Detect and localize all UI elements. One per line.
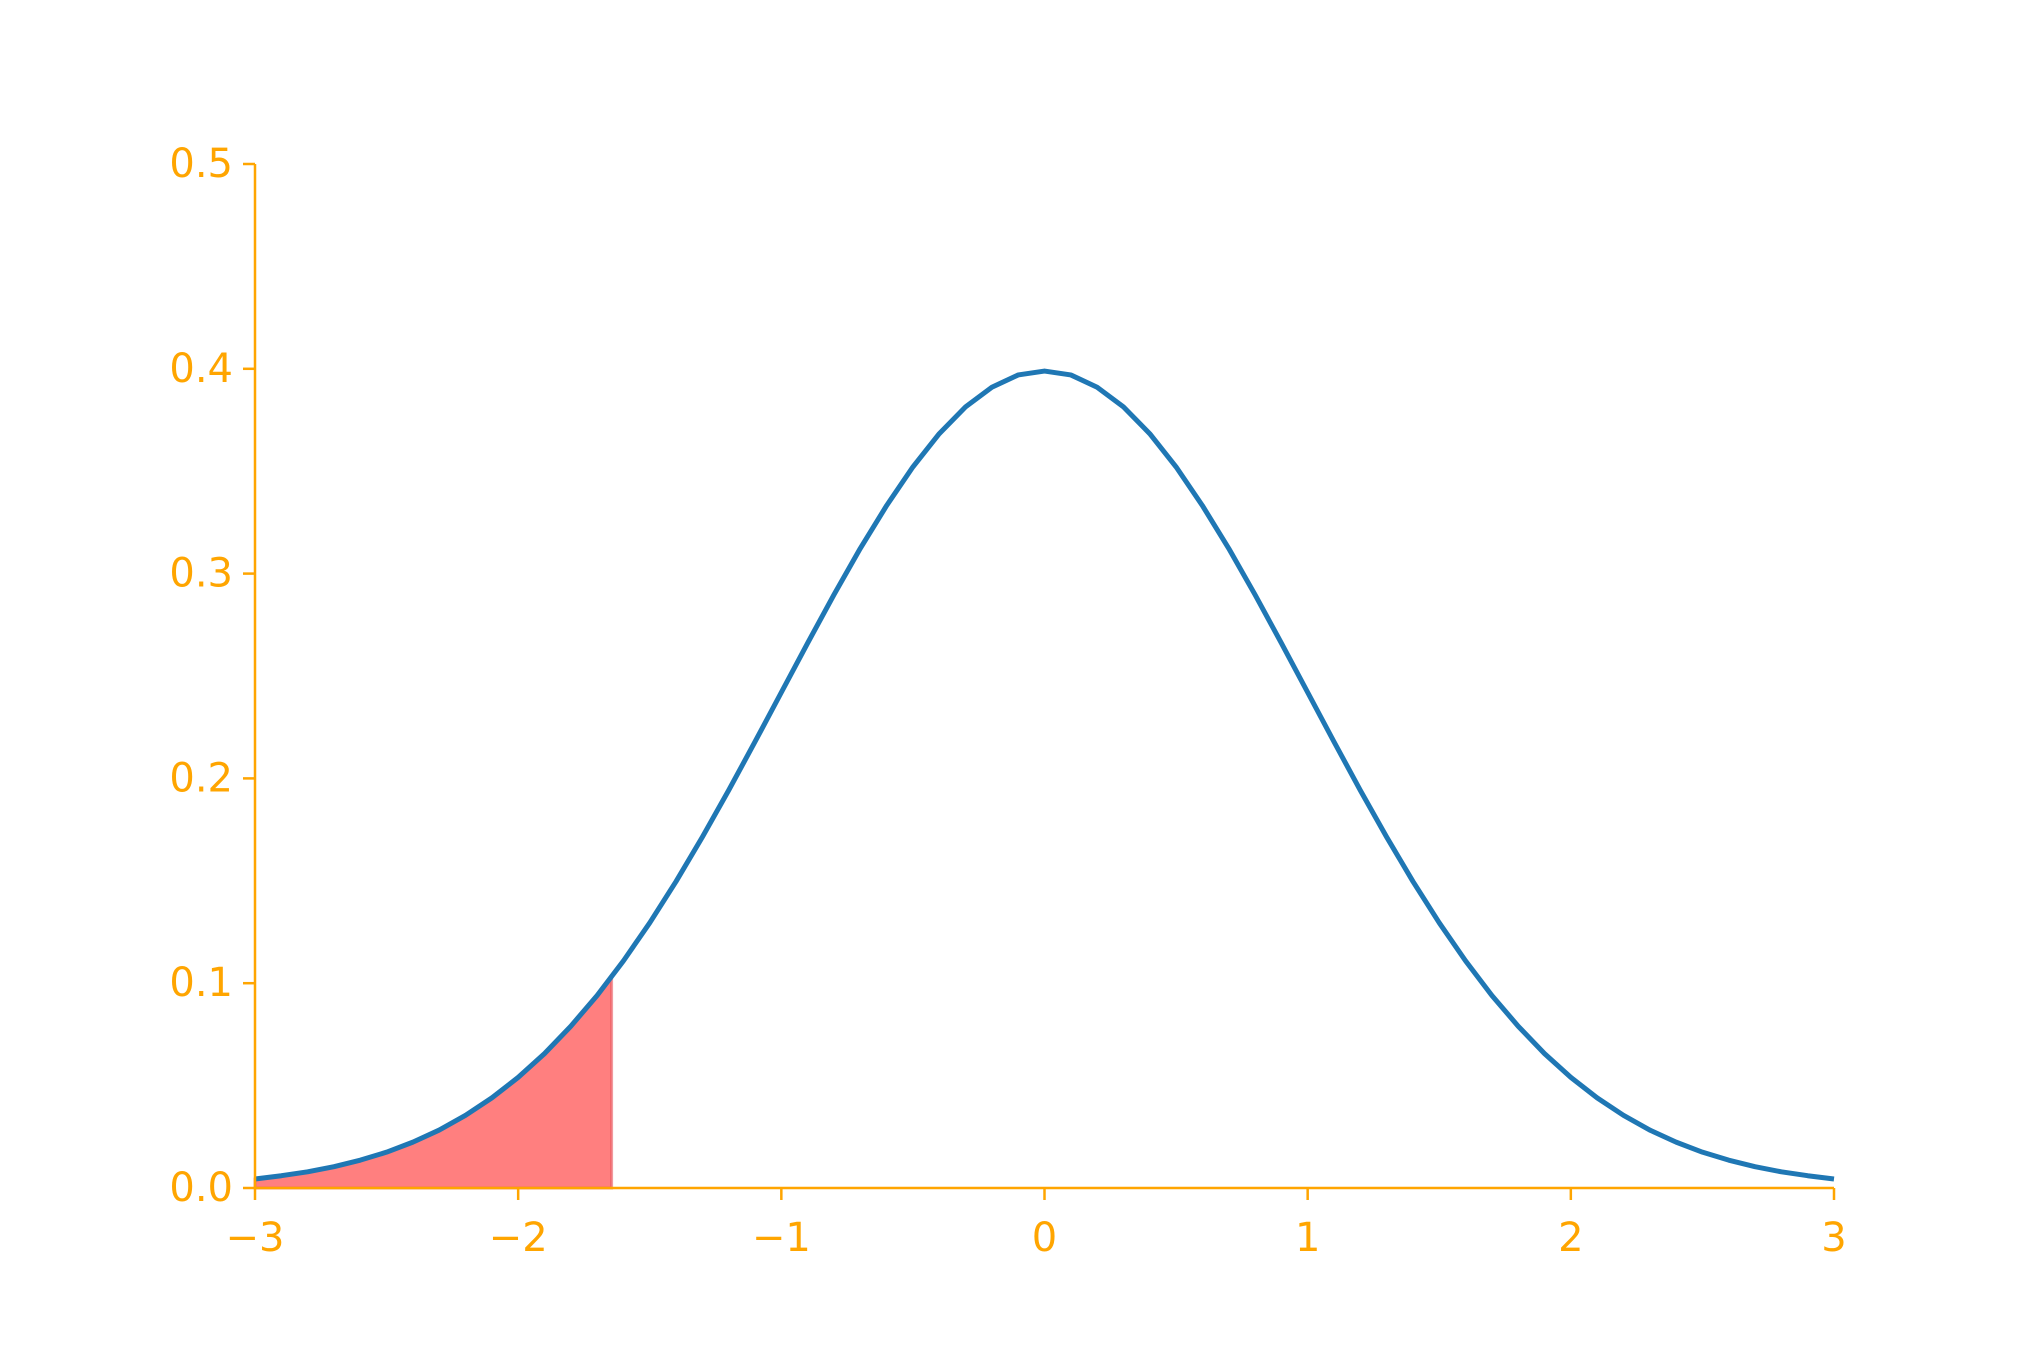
y-tick-label: 0.0 [169, 1165, 233, 1211]
x-tick-label: 3 [1821, 1215, 1846, 1261]
curve [254, 368, 1835, 1182]
shaded-area [253, 972, 614, 1190]
y-tick-label: 0.4 [169, 346, 233, 392]
x-tick-label: 1 [1295, 1215, 1320, 1261]
y-tick-label: 0.3 [169, 551, 233, 597]
y-tick-label: 0.2 [169, 755, 233, 801]
x-tick-label: −2 [489, 1215, 548, 1261]
x-tick-label: 2 [1558, 1215, 1583, 1261]
x-tick-label: −1 [752, 1215, 811, 1261]
y-tick-label: 0.5 [169, 141, 233, 187]
y-tick-label: 0.1 [169, 960, 233, 1006]
x-tick-label: −3 [226, 1215, 285, 1261]
x-tick-label: 0 [1032, 1215, 1057, 1261]
